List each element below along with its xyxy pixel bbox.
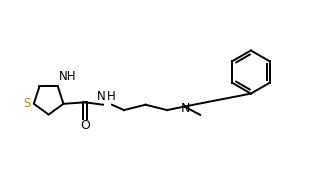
Text: H: H: [106, 90, 115, 103]
Text: N: N: [180, 102, 190, 115]
Text: N: N: [97, 90, 106, 103]
Text: S: S: [23, 97, 31, 110]
Text: NH: NH: [59, 70, 77, 83]
Text: O: O: [80, 119, 90, 132]
